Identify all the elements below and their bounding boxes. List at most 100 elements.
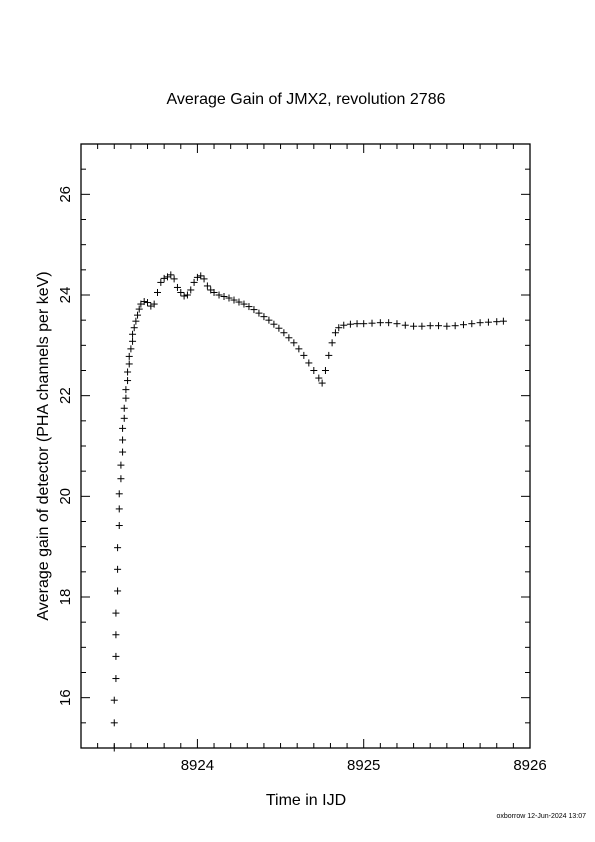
data-point bbox=[240, 300, 248, 308]
data-point bbox=[120, 404, 128, 412]
x-tick-label: 8924 bbox=[181, 757, 214, 774]
data-point bbox=[153, 288, 161, 296]
data-point bbox=[300, 351, 308, 359]
x-tick-label: 8925 bbox=[347, 757, 380, 774]
data-point bbox=[135, 305, 143, 313]
data-point bbox=[119, 448, 127, 456]
y-axis-label: Average gain of detector (PHA channels p… bbox=[35, 271, 52, 620]
data-point bbox=[499, 317, 507, 325]
data-point bbox=[321, 367, 329, 374]
footer-timestamp: oxborrow 12-Jun-2024 13:07 bbox=[496, 813, 586, 820]
data-point bbox=[129, 330, 137, 338]
y-tick-label: 20 bbox=[57, 488, 74, 505]
y-tick-label: 22 bbox=[57, 387, 74, 404]
data-point bbox=[132, 317, 140, 325]
data-point bbox=[353, 320, 361, 328]
data-point bbox=[120, 414, 128, 422]
data-point bbox=[110, 744, 118, 752]
data-point bbox=[114, 565, 122, 573]
data-point bbox=[112, 631, 120, 639]
data-point bbox=[115, 522, 123, 530]
data-point bbox=[401, 321, 409, 329]
data-point bbox=[127, 345, 135, 353]
data-point bbox=[418, 322, 426, 330]
data-point bbox=[368, 319, 376, 327]
data-point bbox=[124, 377, 132, 385]
data-point bbox=[285, 334, 293, 342]
data-point bbox=[245, 303, 253, 311]
data-point bbox=[493, 318, 501, 326]
data-point bbox=[310, 367, 318, 374]
data-point bbox=[203, 282, 211, 290]
data-point bbox=[197, 272, 205, 280]
data-point bbox=[468, 320, 476, 328]
data-point bbox=[335, 324, 343, 332]
data-point bbox=[410, 322, 418, 330]
data-point bbox=[459, 321, 467, 329]
data-point bbox=[125, 352, 133, 360]
data-point bbox=[122, 394, 130, 402]
y-tick-label: 24 bbox=[57, 287, 74, 304]
data-point bbox=[115, 490, 123, 498]
data-point bbox=[170, 275, 178, 283]
data-point bbox=[183, 291, 191, 299]
data-point bbox=[476, 319, 484, 327]
x-axis-label: Time in IJD bbox=[266, 792, 346, 809]
data-point bbox=[129, 337, 137, 345]
data-point bbox=[280, 329, 288, 337]
data-point bbox=[150, 300, 158, 308]
data-point bbox=[160, 274, 168, 282]
data-point bbox=[270, 320, 278, 328]
y-tick-label: 16 bbox=[57, 689, 74, 706]
data-point bbox=[112, 609, 120, 617]
data-point bbox=[484, 318, 492, 326]
data-point bbox=[210, 288, 218, 296]
data-point bbox=[157, 278, 165, 286]
data-point bbox=[125, 360, 133, 368]
data-point bbox=[144, 299, 152, 307]
data-point bbox=[426, 322, 434, 330]
plot-frame bbox=[80, 143, 531, 749]
data-point bbox=[122, 386, 130, 394]
data-point bbox=[376, 319, 384, 327]
data-point bbox=[112, 675, 120, 683]
data-point bbox=[117, 461, 125, 469]
data-point bbox=[119, 424, 127, 432]
data-point bbox=[360, 320, 368, 328]
data-point bbox=[130, 324, 138, 332]
data-point bbox=[393, 320, 401, 328]
data-point bbox=[325, 351, 333, 359]
y-tick-label: 26 bbox=[57, 186, 74, 203]
data-point bbox=[260, 313, 268, 321]
data-point bbox=[193, 273, 201, 281]
axis-ticks bbox=[80, 143, 531, 749]
data-point bbox=[443, 322, 451, 330]
axis-tick-labels: 8924 8925 8926 16 18 20 22 24 26 bbox=[57, 186, 547, 774]
data-point bbox=[110, 696, 118, 704]
data-point bbox=[177, 288, 185, 296]
data-point bbox=[200, 275, 208, 283]
data-point bbox=[255, 309, 263, 317]
data-point bbox=[318, 379, 326, 387]
data-point bbox=[315, 374, 323, 382]
data-point bbox=[331, 329, 339, 337]
data-point bbox=[275, 324, 283, 332]
data-point bbox=[110, 719, 118, 727]
data-point bbox=[295, 345, 303, 353]
data-point bbox=[451, 322, 459, 330]
data-point bbox=[435, 322, 443, 330]
chart-title: Average Gain of JMX2, revolution 2786 bbox=[167, 91, 446, 108]
data-point bbox=[112, 652, 120, 660]
data-point bbox=[187, 286, 195, 294]
data-point bbox=[117, 475, 125, 483]
data-point bbox=[340, 321, 348, 329]
data-point bbox=[346, 320, 354, 328]
data-point bbox=[250, 306, 258, 314]
data-point bbox=[140, 298, 148, 306]
y-tick-label: 18 bbox=[57, 589, 74, 606]
data-point bbox=[173, 283, 181, 291]
data-series bbox=[110, 271, 507, 752]
x-tick-label: 8926 bbox=[513, 757, 546, 774]
data-point bbox=[220, 293, 228, 301]
